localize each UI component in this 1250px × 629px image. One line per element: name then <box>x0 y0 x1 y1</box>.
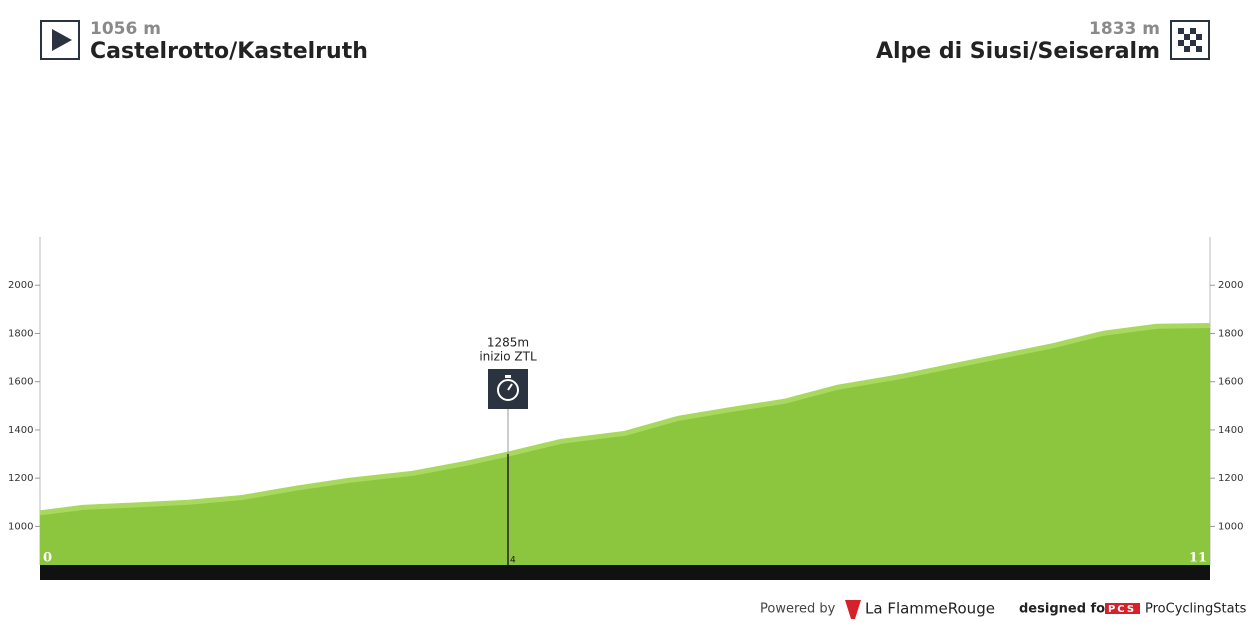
x-tick-label: 0 <box>43 551 52 566</box>
y-tick-label: 2000 <box>1218 280 1243 291</box>
y-tick-label: 1000 <box>8 521 33 532</box>
baseline-bar <box>40 565 1210 580</box>
elevation-line <box>39 323 1211 516</box>
y-tick-label: 1400 <box>1218 425 1243 436</box>
stopwatch <box>497 379 519 401</box>
y-tick-label: 1000 <box>1218 521 1243 532</box>
brand: La FlammeRouge <box>865 600 995 618</box>
y-tick-label: 2000 <box>8 280 33 291</box>
stopwatch-top <box>505 375 511 378</box>
finish-elevation: 1833 m <box>1089 19 1160 39</box>
start-icon <box>40 20 80 60</box>
plot: 1000 1000 1200 1200 1400 1400 1600 1600 1800 1800… <box>8 237 1243 580</box>
site-name: ProCyclingStats <box>1145 602 1247 617</box>
start-elevation: 1056 m <box>90 19 161 39</box>
y-tick-label: 1600 <box>8 377 33 388</box>
x-tick-label: 11 <box>1189 551 1207 566</box>
designed-for: designed for <box>1019 602 1112 617</box>
finish-name: Alpe di Siusi/Seiseralm <box>876 39 1160 64</box>
powered-by: Powered by <box>760 602 836 617</box>
y-tick-label: 1200 <box>1218 473 1243 484</box>
finish-icon <box>1170 20 1210 60</box>
elevation-area <box>40 325 1210 565</box>
y-tick-label: 1600 <box>1218 377 1243 388</box>
marker-label: 1285m <box>487 336 529 350</box>
y-tick-label: 1800 <box>8 328 33 339</box>
finish-flag <box>1178 28 1202 52</box>
brand-logo <box>845 600 861 619</box>
stopwatch-hand <box>507 383 513 391</box>
x-tick-label: 4 <box>510 556 516 566</box>
start-icon-arrow <box>52 29 72 51</box>
y-tick-label: 1800 <box>1218 328 1243 339</box>
start-name: Castelrotto/Kastelruth <box>90 39 368 64</box>
pcs: PCS <box>1108 604 1136 615</box>
pcs-logo <box>1105 603 1140 614</box>
marker-text: inizio ZTL <box>479 350 537 364</box>
y-tick-label: 1400 <box>8 425 33 436</box>
y-tick-label: 1200 <box>8 473 33 484</box>
